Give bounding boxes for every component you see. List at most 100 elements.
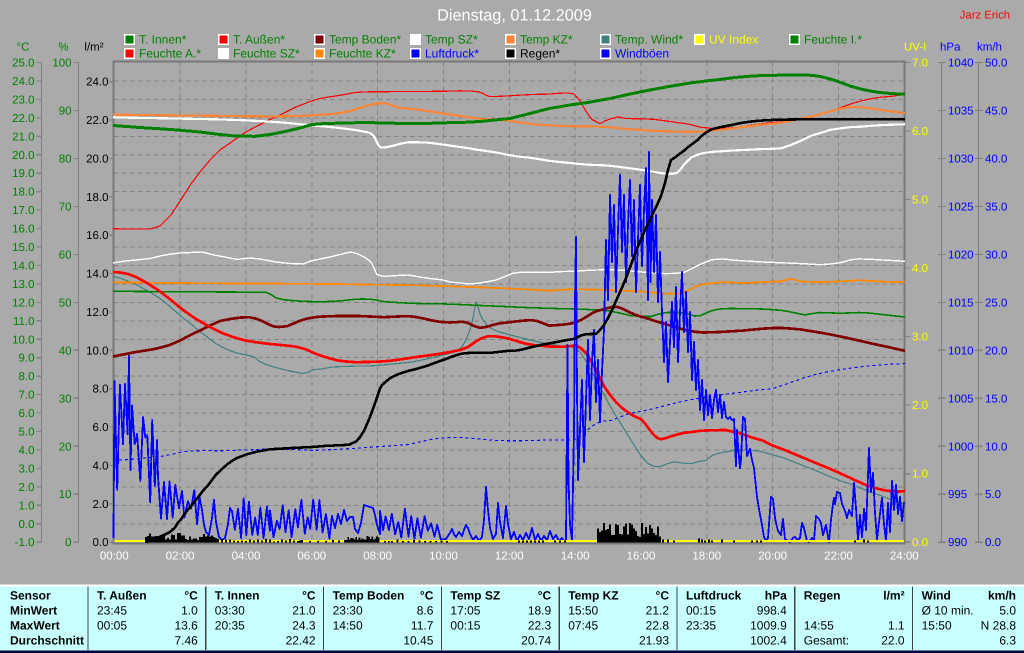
svg-text:1.0: 1.0 — [181, 604, 198, 618]
svg-text:100: 100 — [52, 58, 71, 70]
svg-text:2.0: 2.0 — [93, 499, 109, 511]
svg-text:990: 990 — [948, 537, 967, 549]
svg-text:21.0: 21.0 — [12, 131, 34, 143]
svg-text:1010: 1010 — [948, 345, 974, 357]
svg-text:6.3: 6.3 — [999, 634, 1016, 648]
svg-text:8.0: 8.0 — [19, 371, 35, 383]
svg-text:50: 50 — [59, 297, 72, 309]
svg-text:24:00: 24:00 — [890, 551, 919, 563]
svg-text:MaxWert: MaxWert — [10, 619, 60, 633]
svg-text:25.0: 25.0 — [12, 58, 34, 70]
svg-text:50.0: 50.0 — [985, 58, 1007, 70]
svg-text:20:00: 20:00 — [758, 551, 787, 563]
svg-text:T. Außen: T. Außen — [97, 589, 147, 603]
svg-text:13.6: 13.6 — [174, 619, 198, 633]
svg-text:MinWert: MinWert — [10, 604, 57, 618]
svg-text:T. Innen: T. Innen — [215, 589, 260, 603]
svg-text:40: 40 — [59, 345, 72, 357]
svg-text:02:00: 02:00 — [166, 551, 195, 563]
svg-text:04:00: 04:00 — [232, 551, 261, 563]
svg-text:19.0: 19.0 — [12, 168, 34, 180]
svg-text:00:00: 00:00 — [100, 551, 129, 563]
svg-text:8.6: 8.6 — [417, 604, 434, 618]
svg-text:Feuchte A.*: Feuchte A.* — [139, 47, 201, 61]
svg-text:10: 10 — [59, 489, 72, 501]
svg-text:Temp KZ*: Temp KZ* — [520, 33, 573, 47]
svg-text:15.0: 15.0 — [985, 393, 1007, 405]
svg-text:16.0: 16.0 — [86, 230, 108, 242]
svg-text:1005: 1005 — [948, 393, 974, 405]
svg-text:06:00: 06:00 — [297, 551, 326, 563]
svg-text:1025: 1025 — [948, 201, 974, 213]
svg-text:22.0: 22.0 — [881, 634, 905, 648]
svg-text:20.0: 20.0 — [985, 345, 1007, 357]
svg-text:14:55: 14:55 — [804, 619, 834, 633]
svg-text:5.0: 5.0 — [999, 604, 1016, 618]
svg-text:30.0: 30.0 — [985, 249, 1007, 261]
svg-text:0.0: 0.0 — [985, 537, 1001, 549]
svg-text:4.0: 4.0 — [912, 263, 928, 275]
svg-text:23:30: 23:30 — [333, 604, 363, 618]
svg-text:Wind: Wind — [922, 589, 951, 603]
svg-text:22.0: 22.0 — [86, 115, 108, 127]
svg-text:Dienstag, 01.12.2009: Dienstag, 01.12.2009 — [437, 7, 592, 25]
svg-text:998.4: 998.4 — [757, 604, 787, 618]
svg-text:Windböen: Windböen — [615, 47, 669, 61]
svg-text:12.0: 12.0 — [86, 307, 108, 319]
svg-text:3.0: 3.0 — [19, 463, 35, 475]
svg-text:10.0: 10.0 — [985, 441, 1007, 453]
svg-text:1040: 1040 — [948, 58, 974, 70]
svg-text:21.0: 21.0 — [292, 604, 316, 618]
svg-text:24.0: 24.0 — [12, 76, 34, 88]
svg-text:°C: °C — [420, 589, 434, 603]
svg-text:30: 30 — [59, 393, 72, 405]
svg-text:Regen*: Regen* — [520, 47, 560, 61]
svg-text:03:30: 03:30 — [215, 604, 245, 618]
svg-text:UV-I: UV-I — [904, 42, 926, 54]
svg-text:80: 80 — [59, 153, 72, 165]
svg-text:Temp KZ: Temp KZ — [568, 589, 618, 603]
svg-text:%: % — [58, 42, 68, 54]
svg-text:7.0: 7.0 — [912, 58, 928, 70]
svg-text:22.42: 22.42 — [286, 634, 316, 648]
svg-text:Feuchte I.*: Feuchte I.* — [804, 33, 862, 47]
svg-text:°C: °C — [17, 42, 30, 54]
svg-text:16.0: 16.0 — [12, 224, 34, 236]
svg-text:10.45: 10.45 — [403, 634, 433, 648]
svg-text:1.0: 1.0 — [19, 500, 35, 512]
svg-text:7.46: 7.46 — [174, 634, 198, 648]
svg-text:Temp. Wind*: Temp. Wind* — [615, 33, 683, 47]
svg-text:Temp SZ: Temp SZ — [450, 589, 500, 603]
svg-text:15.0: 15.0 — [12, 242, 34, 254]
svg-text:Regen: Regen — [804, 589, 841, 603]
svg-text:°C: °C — [656, 589, 670, 603]
svg-text:21.93: 21.93 — [639, 634, 669, 648]
svg-text:9.0: 9.0 — [19, 353, 35, 365]
svg-text:°C: °C — [538, 589, 552, 603]
svg-text:Luftdruck*: Luftdruck* — [425, 47, 479, 61]
svg-text:Temp Boden: Temp Boden — [333, 589, 405, 603]
svg-text:°C: °C — [184, 589, 198, 603]
svg-text:11.7: 11.7 — [411, 619, 434, 633]
svg-text:5.0: 5.0 — [985, 489, 1001, 501]
svg-text:1000: 1000 — [948, 441, 974, 453]
svg-text:4.0: 4.0 — [19, 445, 35, 457]
svg-text:1020: 1020 — [948, 249, 974, 261]
svg-text:25.0: 25.0 — [985, 297, 1007, 309]
svg-text:hPa: hPa — [940, 42, 961, 54]
svg-text:T. Außen*: T. Außen* — [233, 33, 285, 47]
svg-text:22:00: 22:00 — [824, 551, 853, 563]
svg-text:45.0: 45.0 — [985, 106, 1007, 118]
svg-text:22.3: 22.3 — [528, 619, 552, 633]
svg-text:14:50: 14:50 — [333, 619, 363, 633]
svg-text:UV Index: UV Index — [709, 33, 758, 47]
svg-text:N 28.8: N 28.8 — [981, 619, 1017, 633]
svg-text:70: 70 — [59, 201, 72, 213]
svg-text:40.0: 40.0 — [985, 153, 1007, 165]
svg-text:1015: 1015 — [948, 297, 974, 309]
svg-text:Luftdruck: Luftdruck — [686, 589, 742, 603]
svg-text:22.0: 22.0 — [12, 113, 34, 125]
svg-text:T. Innen*: T. Innen* — [139, 33, 187, 47]
svg-text:0: 0 — [65, 537, 71, 549]
svg-text:10.0: 10.0 — [12, 334, 34, 346]
